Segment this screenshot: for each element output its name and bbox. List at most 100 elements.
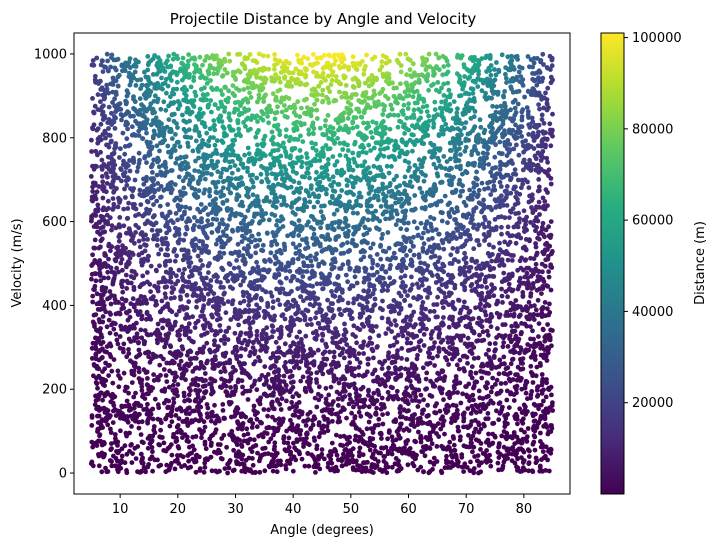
scatter-point — [448, 335, 453, 341]
scatter-point — [313, 315, 318, 321]
scatter-point — [410, 398, 415, 403]
scatter-point — [536, 199, 542, 205]
scatter-point — [108, 426, 113, 432]
scatter-point — [168, 94, 173, 100]
scatter-point — [539, 117, 545, 122]
scatter-point — [339, 290, 345, 295]
scatter-point — [174, 273, 179, 279]
scatter-point — [391, 298, 397, 303]
scatter-point — [380, 181, 385, 187]
scatter-point — [282, 103, 287, 108]
scatter-point — [528, 255, 533, 261]
scatter-point — [202, 58, 208, 63]
scatter-point — [235, 241, 241, 247]
scatter-point — [464, 170, 470, 176]
scatter-point — [473, 305, 478, 311]
scatter-point — [300, 274, 306, 279]
scatter-point — [506, 281, 512, 287]
scatter-point — [391, 112, 397, 118]
scatter-point — [394, 429, 400, 434]
scatter-point — [540, 449, 546, 454]
scatter-point — [147, 456, 153, 462]
scatter-point — [99, 469, 105, 475]
scatter-point — [117, 215, 123, 220]
scatter-point — [478, 124, 484, 130]
scatter-point — [371, 272, 377, 278]
scatter-point — [219, 456, 225, 462]
scatter-point — [357, 393, 362, 399]
scatter-point — [531, 223, 537, 228]
scatter-point — [418, 260, 423, 266]
scatter-point — [448, 156, 453, 162]
scatter-point — [109, 52, 115, 58]
scatter-point — [98, 341, 104, 347]
scatter-point — [304, 151, 309, 157]
scatter-point — [158, 184, 164, 189]
scatter-point — [374, 269, 380, 275]
scatter-point — [497, 179, 503, 185]
scatter-point — [383, 216, 388, 222]
scatter-point — [158, 427, 164, 433]
scatter-point — [326, 177, 332, 182]
scatter-point — [530, 380, 536, 385]
scatter-point — [141, 465, 147, 470]
scatter-point — [363, 468, 369, 474]
scatter-point — [288, 134, 293, 140]
scatter-point — [294, 334, 300, 340]
scatter-point — [95, 202, 101, 208]
scatter-point — [484, 260, 490, 266]
scatter-point — [118, 112, 124, 117]
scatter-point — [290, 241, 296, 247]
scatter-point — [185, 62, 191, 68]
scatter-point — [519, 109, 525, 115]
scatter-point — [224, 226, 229, 232]
scatter-point — [409, 74, 415, 80]
scatter-point — [289, 373, 295, 379]
scatter-point — [484, 380, 490, 385]
scatter-point — [279, 109, 285, 115]
scatter-point — [531, 162, 536, 168]
scatter-point — [231, 265, 237, 271]
scatter-point — [405, 56, 411, 62]
scatter-point — [388, 263, 393, 268]
scatter-point — [145, 401, 150, 407]
scatter-point — [197, 106, 203, 112]
scatter-point — [483, 90, 488, 96]
scatter-point — [150, 72, 156, 77]
scatter-point — [406, 201, 412, 206]
scatter-point — [421, 230, 426, 236]
scatter-point — [227, 58, 233, 64]
scatter-point — [285, 233, 290, 239]
scatter-point — [203, 378, 208, 383]
scatter-point — [128, 280, 134, 286]
scatter-point — [266, 120, 271, 126]
scatter-point — [125, 317, 131, 323]
scatter-point — [331, 354, 337, 360]
scatter-point — [351, 300, 356, 306]
scatter-point — [296, 414, 302, 420]
scatter-point — [217, 65, 223, 70]
scatter-point — [354, 401, 360, 407]
scatter-point — [520, 143, 526, 149]
scatter-point — [313, 148, 319, 153]
scatter-point — [168, 64, 174, 70]
scatter-point — [486, 242, 492, 248]
scatter-point — [465, 360, 470, 366]
scatter-point — [343, 329, 349, 335]
scatter-point — [309, 322, 314, 327]
scatter-point — [501, 94, 507, 100]
scatter-point — [504, 203, 510, 208]
scatter-point — [465, 406, 471, 411]
scatter-point — [449, 273, 455, 278]
scatter-point — [415, 404, 421, 409]
scatter-point — [392, 143, 397, 149]
scatter-point — [176, 240, 181, 246]
scatter-point — [355, 210, 360, 216]
scatter-point — [354, 425, 359, 430]
scatter-point — [523, 390, 529, 396]
scatter-point — [431, 309, 437, 314]
scatter-point — [102, 252, 108, 258]
scatter-point — [307, 175, 312, 181]
scatter-point — [501, 197, 507, 203]
scatter-point — [296, 233, 302, 238]
